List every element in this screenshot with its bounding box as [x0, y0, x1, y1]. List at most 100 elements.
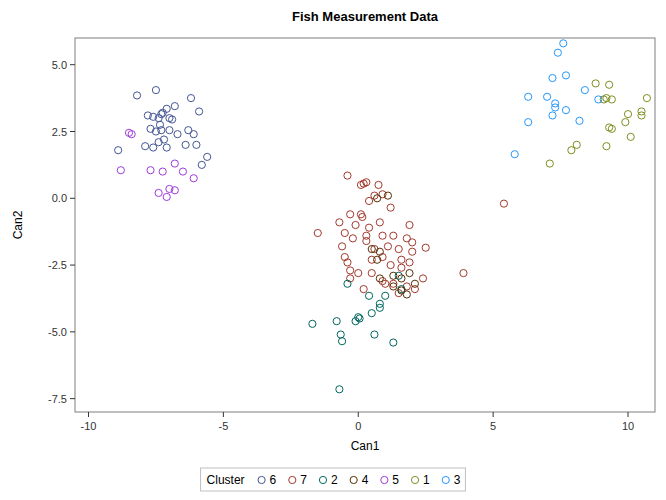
legend-entry: 1: [423, 473, 430, 487]
point: [398, 264, 405, 271]
point: [368, 310, 375, 317]
point: [341, 229, 348, 236]
point: [171, 187, 178, 194]
point: [347, 211, 354, 218]
point: [338, 243, 345, 250]
point: [560, 40, 567, 47]
x-tick-label: 10: [622, 420, 634, 432]
points: [115, 40, 651, 393]
point: [543, 93, 550, 100]
x-axis-label: Can1: [351, 439, 380, 453]
title: Fish Measurement Data: [292, 9, 439, 24]
point: [115, 147, 122, 154]
point: [190, 175, 197, 182]
y-tick-label: 5.0: [52, 59, 67, 71]
point: [357, 211, 364, 218]
point: [204, 153, 211, 160]
point: [156, 121, 163, 128]
y-tick: [70, 131, 75, 132]
point: [371, 331, 378, 338]
point: [592, 80, 599, 87]
legend-marker: [350, 476, 357, 483]
plot-frame: [75, 38, 655, 412]
point: [159, 109, 166, 116]
point: [409, 248, 416, 255]
point: [128, 131, 135, 138]
point: [387, 204, 394, 211]
point: [365, 224, 372, 231]
point: [363, 237, 370, 244]
point: [562, 107, 569, 114]
point: [309, 320, 316, 327]
point: [376, 300, 383, 307]
point: [182, 141, 189, 148]
point: [624, 111, 631, 118]
x-tick: [223, 412, 224, 417]
legend-marker: [319, 476, 326, 483]
point: [406, 259, 413, 266]
point: [638, 108, 645, 115]
point: [460, 269, 467, 276]
point: [174, 131, 181, 138]
point: [511, 151, 518, 158]
point: [573, 141, 580, 148]
y-axis-label: Can2: [11, 210, 25, 239]
point: [549, 112, 556, 119]
point: [595, 96, 602, 103]
point: [347, 267, 354, 274]
y-tick: [70, 64, 75, 65]
point: [379, 232, 386, 239]
point: [193, 141, 200, 148]
point: [390, 272, 397, 279]
point: [349, 235, 356, 242]
point: [406, 221, 413, 228]
point: [179, 168, 186, 175]
point: [133, 92, 140, 99]
point: [360, 286, 367, 293]
point: [171, 103, 178, 110]
chart: Fish Measurement Data-10-50510-7.5-5.0-2…: [0, 0, 666, 500]
point: [163, 105, 170, 112]
point: [344, 280, 351, 287]
point: [190, 131, 197, 138]
point: [365, 292, 372, 299]
legend-title: Cluster: [207, 473, 245, 487]
point: [368, 269, 375, 276]
point: [152, 86, 159, 93]
point: [376, 248, 383, 255]
y-tick-label: -7.5: [48, 393, 67, 405]
point: [195, 108, 202, 115]
point: [163, 144, 170, 151]
point: [147, 167, 154, 174]
point: [171, 160, 178, 167]
point: [627, 133, 634, 140]
point: [552, 104, 559, 111]
point: [622, 119, 629, 126]
legend-box: [201, 468, 466, 491]
point: [198, 161, 205, 168]
legend-entry: 7: [300, 473, 307, 487]
point: [338, 338, 345, 345]
point: [606, 124, 613, 131]
point: [390, 283, 397, 290]
point: [411, 280, 418, 287]
point: [576, 117, 583, 124]
point: [314, 229, 321, 236]
y-tick: [70, 198, 75, 199]
point: [142, 143, 149, 150]
x-tick: [358, 412, 359, 417]
y-tick-label: -5.0: [48, 326, 67, 338]
point: [166, 127, 173, 134]
legend-marker: [258, 476, 265, 483]
point: [406, 269, 413, 276]
point: [159, 168, 166, 175]
point: [525, 119, 532, 126]
point: [608, 96, 615, 103]
point: [643, 95, 650, 102]
point: [390, 232, 397, 239]
y-tick-label: 2.5: [52, 126, 67, 138]
point: [549, 74, 556, 81]
point: [376, 219, 383, 226]
point: [344, 172, 351, 179]
point: [365, 197, 372, 204]
